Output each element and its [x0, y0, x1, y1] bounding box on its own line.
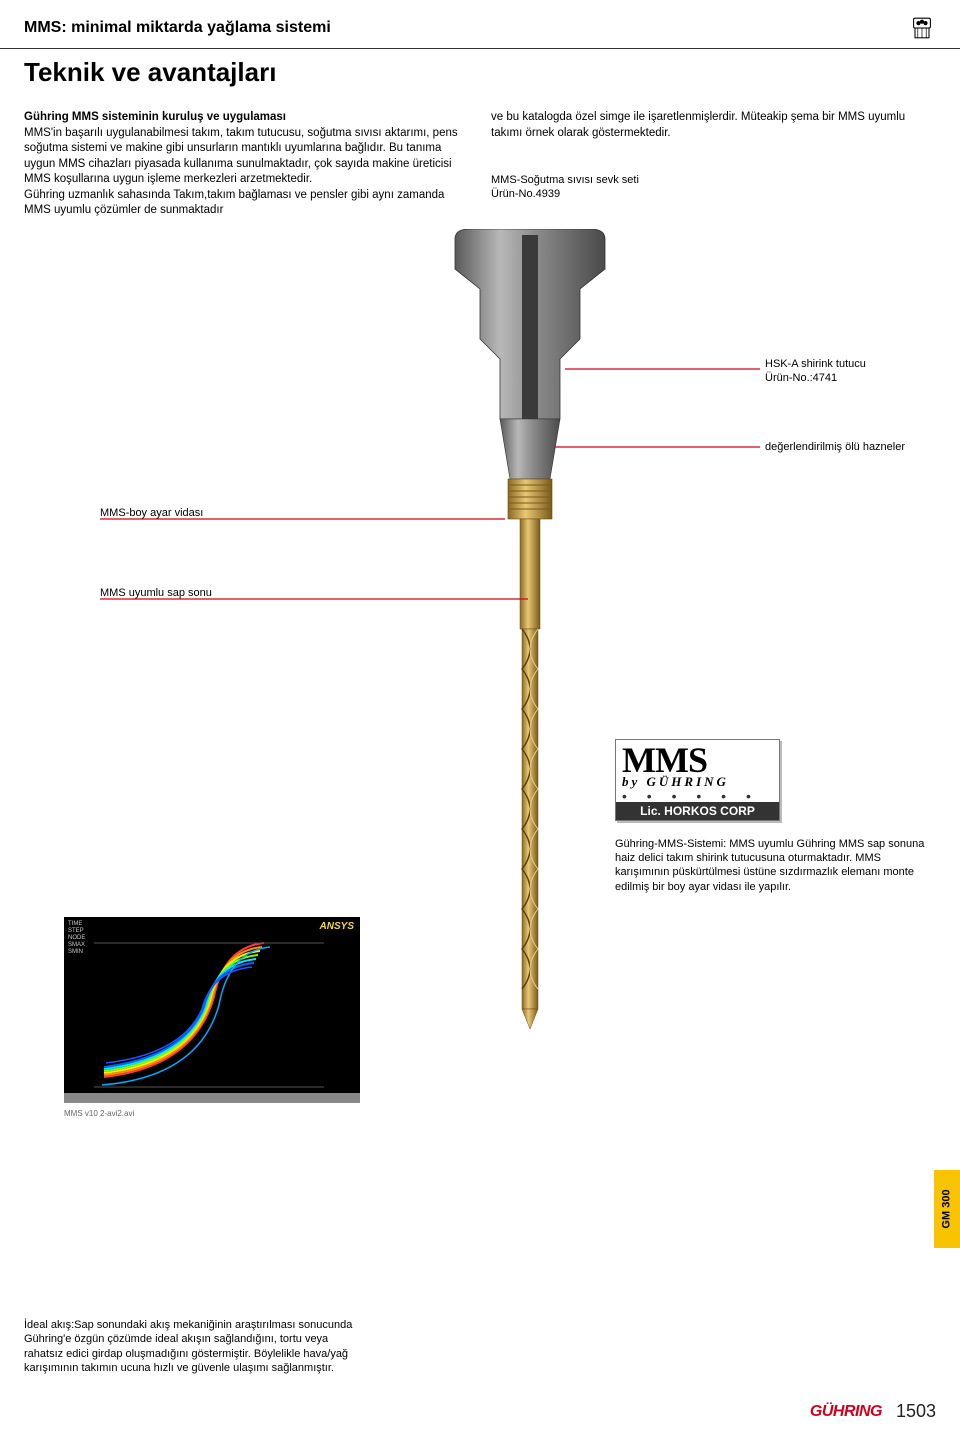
intro-col-left: Gühring MMS sisteminin kuruluş ve uygula…: [24, 110, 469, 219]
callout-hsk-line1: HSK-A shirink tutucu: [765, 358, 866, 370]
footer-logo: GÜHRING: [810, 1403, 882, 1421]
header-title: MMS: minimal miktarda yağlama sistemi: [24, 19, 331, 37]
mms-badge-dots: • • • • • •: [622, 792, 773, 800]
page-header: MMS: minimal miktarda yağlama sistemi: [0, 0, 960, 49]
callout-boy-ayar: MMS-boy ayar vidası: [100, 506, 300, 520]
bottom-text: İdeal akış:Sap sonundaki akış mekaniğini…: [24, 1318, 364, 1375]
ansys-bottom-caption: MMS v10 2-avi2.avi: [64, 1109, 360, 1118]
callout-sap-sonu: MMS uyumlu sap sonu: [100, 586, 300, 600]
side-tab: GM 300: [934, 1170, 960, 1248]
cfd-streamlines-icon: [64, 917, 360, 1093]
side-tab-label: GM 300: [941, 1189, 953, 1228]
mms-badge: MMS by GÜHRING • • • • • • Lic. HORKOS C…: [615, 739, 780, 822]
page-number: 1503: [896, 1401, 936, 1422]
badge-description: Gühring-MMS-Sistemi: MMS uyumlu Gühring …: [615, 837, 925, 894]
intro-col1-body: MMS'in başarılı uygulanabilmesi takım, t…: [24, 127, 458, 217]
page-subtitle: Teknik ve avantajları: [0, 49, 960, 106]
intro-lead: Gühring MMS sisteminin kuruluş ve uygula…: [24, 111, 286, 123]
mms-badge-big: MMS: [622, 744, 773, 776]
diagram-area: HSK-A shirink tutucu Ürün-No.:4741 değer…: [0, 229, 960, 1059]
footer: GÜHRING 1503: [810, 1401, 936, 1422]
caption-line1: MMS-Soğutma sıvısı sevk seti: [491, 174, 639, 186]
caption-line2: Ürün-No.4939: [491, 188, 560, 200]
mms-badge-lic: Lic. HORKOS CORP: [616, 802, 779, 820]
intro-col2-top: ve bu katalogda özel simge ile işaretlen…: [491, 111, 905, 139]
ansys-panel: ANSYS TIMESTEPNODESMAXSMIN: [64, 917, 360, 1103]
header-icon: [908, 14, 936, 42]
mms-sevk-caption: MMS-Soğutma sıvısı sevk seti Ürün-No.493…: [491, 173, 936, 202]
intro-col-right: ve bu katalogda özel simge ile işaretlen…: [491, 110, 936, 219]
intro-columns: Gühring MMS sisteminin kuruluş ve uygula…: [0, 106, 960, 219]
callout-hsk-line2: Ürün-No.:4741: [765, 372, 837, 384]
callout-hazneler: değerlendirilmiş ölü hazneler: [765, 440, 945, 454]
callout-hsk: HSK-A shirink tutucu Ürün-No.:4741: [765, 357, 925, 386]
